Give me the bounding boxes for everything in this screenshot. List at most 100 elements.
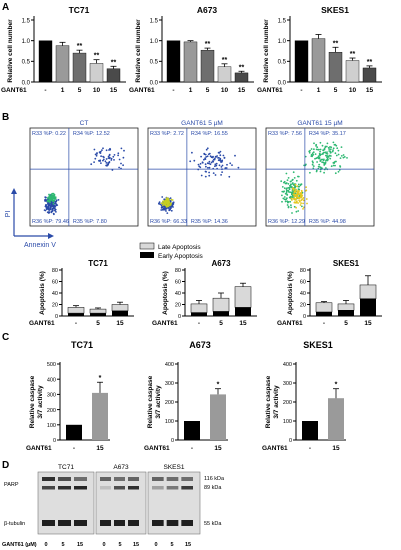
flow-event-dot [48,204,51,207]
y-tick-label: 40 [52,291,58,297]
band-89kda [166,486,179,490]
flow-event-dot [293,205,296,208]
flow-event-dot [90,163,93,166]
flow-event-dot [55,203,58,206]
flow-event-dot [306,202,308,205]
flow-event-dot [107,162,109,164]
band-tubulin [58,520,71,526]
flow-event-dot [117,154,119,157]
y-tick-label: 0.5 [278,60,287,66]
flow-plot-frame [29,127,139,227]
bar-late [359,284,377,300]
band-tubulin [152,520,164,526]
flow-event-dot [298,199,300,202]
flow-event-dot [323,148,326,151]
flow-event-dot [49,208,52,210]
flow-event-dot [160,207,163,209]
flow-event-dot [302,199,305,202]
flow-event-dot [318,148,320,151]
flow-event-dot [166,212,169,214]
flow-event-dot [293,193,296,196]
flow-event-dot [234,154,236,157]
flow-event-dot [332,149,334,152]
flow-event-dot [287,206,290,209]
y-tick-label: 1.0 [22,39,31,45]
bar [92,392,108,440]
quadrant-label: R33 %P: 2.72 [150,131,184,137]
flow-event-dot [229,162,232,165]
y-tick-label: 300 [47,393,56,399]
flow-event-dot [44,200,46,202]
flow-plot-frame [147,127,257,227]
y-tick-label: 1.0 [150,39,159,45]
flow-event-dot [304,190,307,192]
flow-event-dot [122,164,124,167]
flow-event-dot [296,195,298,198]
flow-event-dot [169,206,172,209]
panel-letter-b: B [2,112,10,123]
flow-event-dot [203,152,206,155]
flow-event-dot [52,202,55,205]
y-tick-label: 400 [165,362,174,368]
flow-event-dot [300,189,303,192]
y-tick-label: 200 [283,400,292,406]
flow-event-dot [312,165,315,167]
y-tick-label: 60 [175,280,181,286]
flow-event-dot [302,208,304,210]
bar [302,421,318,440]
flow-event-dot [343,156,346,158]
x-tick-label: 15 [110,87,118,94]
x-tick-label: - [172,87,174,94]
flow-event-dot [222,154,225,157]
flow-event-dot [107,163,109,166]
bar [362,67,377,83]
flow-event-dot [208,166,211,169]
lane-label: 15 [185,542,191,548]
flow-event-dot [325,167,327,169]
flow-event-dot [291,178,294,181]
flow-event-dot [296,191,299,194]
flow-event-dot [113,159,115,161]
flow-event-dot [48,194,51,197]
flow-event-dot [293,177,296,179]
flow-event-dot [206,155,209,158]
band-116kda [58,477,71,481]
bar-late [67,307,85,314]
bar-early [191,312,207,316]
flow-event-dot [158,201,161,203]
panel-letter-c: C [2,332,10,343]
flow-event-dot [337,153,340,156]
band-tubulin [74,520,87,526]
y-tick-label: 0 [178,314,181,320]
flow-event-dot [321,153,324,155]
x-tick-label: 10 [221,87,229,94]
y-axis-label-line1: Relative caspase [147,375,154,428]
flow-event-dot [289,200,292,203]
flow-event-dot [300,193,303,195]
x-tick-label: - [75,320,77,327]
chart-title: TC71 [69,5,90,15]
flow-event-dot [201,161,204,164]
flow-event-dot [213,158,216,161]
flow-event-dot [334,164,336,167]
flow-event-dot [105,164,107,167]
flow-event-dot [297,197,300,200]
bar [294,40,309,83]
row-label-tubulin: β-tubulin [4,521,25,527]
y-tick-label: 0.5 [150,60,159,66]
quadrant-label: R34 %P: 35.17 [309,131,346,137]
flow-event-dot [53,195,56,198]
band-tubulin [42,520,55,526]
flow-event-dot [330,146,333,149]
y-tick-label: 1.5 [22,18,31,24]
flow-event-dot [166,204,169,206]
flow-event-dot [50,211,53,214]
y-tick-label: 100 [47,423,56,429]
flow-event-dot [52,212,55,215]
flow-event-dot [290,191,293,194]
flow-event-dot [166,202,168,204]
y-tick-label: 300 [165,381,174,387]
flow-event-dot [305,163,307,166]
y-tick-label: 100 [165,419,174,425]
y-tick-label: 200 [165,400,174,406]
